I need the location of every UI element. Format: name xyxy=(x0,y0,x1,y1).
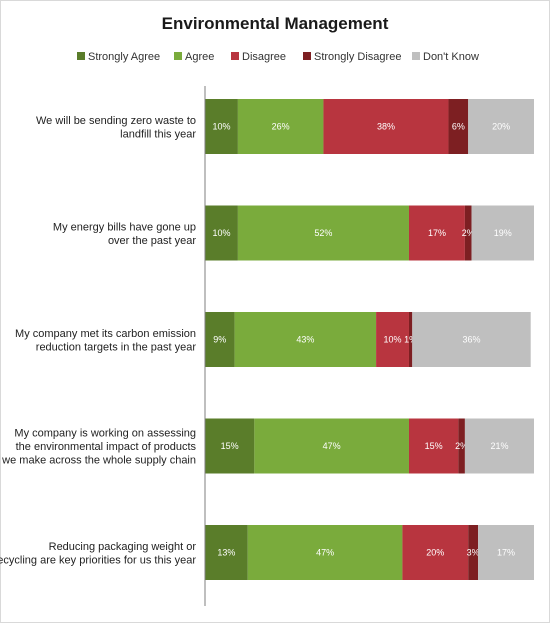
bar-agree-4 xyxy=(254,418,409,474)
data-label-strongly-disagree-2: 2% xyxy=(462,228,475,238)
data-label-don-t-know-4: 21% xyxy=(490,441,508,451)
bar-don-t-know-5 xyxy=(478,525,534,580)
data-label-agree-5: 47% xyxy=(316,548,334,558)
bar-strongly-agree-1 xyxy=(205,99,238,154)
category-label-3: My company met its carbon emission reduct… xyxy=(15,328,196,354)
bar-strongly-disagree-4 xyxy=(458,418,465,474)
bar-strongly-agree-3 xyxy=(205,312,235,367)
plot-area: 10% 26% 38% 6% 20%10% 52% 17% 2% 19%9% 43% 10% 1% 36… xyxy=(205,99,534,580)
category-label-5: Reducing packaging weight or recycling ar… xyxy=(0,541,196,567)
data-label-agree-2: 52% xyxy=(314,228,332,238)
bar-strongly-disagree-1 xyxy=(448,99,469,154)
bar-disagree-4 xyxy=(408,418,459,474)
data-label-agree-3: 43% xyxy=(296,335,314,345)
data-label-strongly-agree-4: 15% xyxy=(221,441,239,451)
legend-swatch-don-t-know xyxy=(412,52,420,60)
legend-label-don-t-know: Don't Know xyxy=(423,51,479,63)
data-label-disagree-3: 10% xyxy=(384,335,402,345)
bar-agree-2 xyxy=(237,205,409,261)
bar-disagree-3 xyxy=(376,312,409,367)
legend-swatch-strongly-agree xyxy=(77,52,85,60)
data-label-strongly-agree-2: 10% xyxy=(212,228,230,238)
data-label-strongly-disagree-1: 6% xyxy=(452,122,465,132)
bar-strongly-disagree-5 xyxy=(468,525,479,580)
data-label-strongly-disagree-4: 2% xyxy=(455,441,468,451)
category-label-2: My energy bills have gone up over the pas… xyxy=(53,221,196,247)
legend-swatch-disagree xyxy=(231,52,239,60)
data-label-don-t-know-1: 20% xyxy=(492,122,510,132)
bar-strongly-agree-4 xyxy=(205,418,255,474)
bar-don-t-know-1 xyxy=(468,99,534,154)
bar-disagree-5 xyxy=(402,525,469,580)
data-label-don-t-know-2: 19% xyxy=(494,228,512,238)
bar-agree-1 xyxy=(237,99,324,154)
category-label-1: We will be sending zero waste to landfill… xyxy=(36,115,196,141)
legend: Strongly Agree Agree Disagree Strongly Disa… xyxy=(77,51,479,63)
data-label-strongly-agree-5: 13% xyxy=(217,548,235,558)
bar-strongly-agree-2 xyxy=(205,205,238,261)
data-label-agree-4: 47% xyxy=(323,441,341,451)
data-label-strongly-agree-1: 10% xyxy=(212,122,230,132)
legend-label-agree: Agree xyxy=(185,51,214,63)
data-label-don-t-know-5: 17% xyxy=(497,548,515,558)
legend-label-disagree: Disagree xyxy=(242,51,286,63)
category-label-4: My company is working on assessing the en… xyxy=(1,428,196,467)
data-label-don-t-know-3: 36% xyxy=(462,335,480,345)
data-label-disagree-5: 20% xyxy=(426,548,444,558)
bar-agree-3 xyxy=(234,312,377,367)
legend-label-strongly-agree: Strongly Agree xyxy=(88,51,160,63)
bar-disagree-1 xyxy=(323,99,449,154)
data-label-agree-1: 26% xyxy=(272,122,290,132)
data-label-disagree-1: 38% xyxy=(377,122,395,132)
bar-disagree-2 xyxy=(408,205,465,261)
bar-don-t-know-4 xyxy=(464,418,534,474)
bar-don-t-know-2 xyxy=(471,205,534,261)
legend-swatch-strongly-disagree xyxy=(303,52,311,60)
bar-strongly-disagree-2 xyxy=(464,205,472,261)
data-label-strongly-disagree-5: 3% xyxy=(467,548,480,558)
bar-strongly-disagree-3 xyxy=(408,312,413,367)
chart-title: Environmental Management xyxy=(162,14,389,33)
data-label-disagree-2: 17% xyxy=(428,228,446,238)
category-labels: We will be sending zero waste to landfill… xyxy=(0,115,196,567)
bar-agree-5 xyxy=(247,525,403,580)
data-label-disagree-4: 15% xyxy=(425,441,443,451)
legend-swatch-agree xyxy=(174,52,182,60)
bar-strongly-agree-5 xyxy=(205,525,248,580)
data-label-strongly-agree-3: 9% xyxy=(213,335,226,345)
data-label-strongly-disagree-3: 1% xyxy=(404,335,417,345)
legend-label-strongly-disagree: Strongly Disagree xyxy=(314,51,401,63)
bar-don-t-know-3 xyxy=(412,312,531,367)
